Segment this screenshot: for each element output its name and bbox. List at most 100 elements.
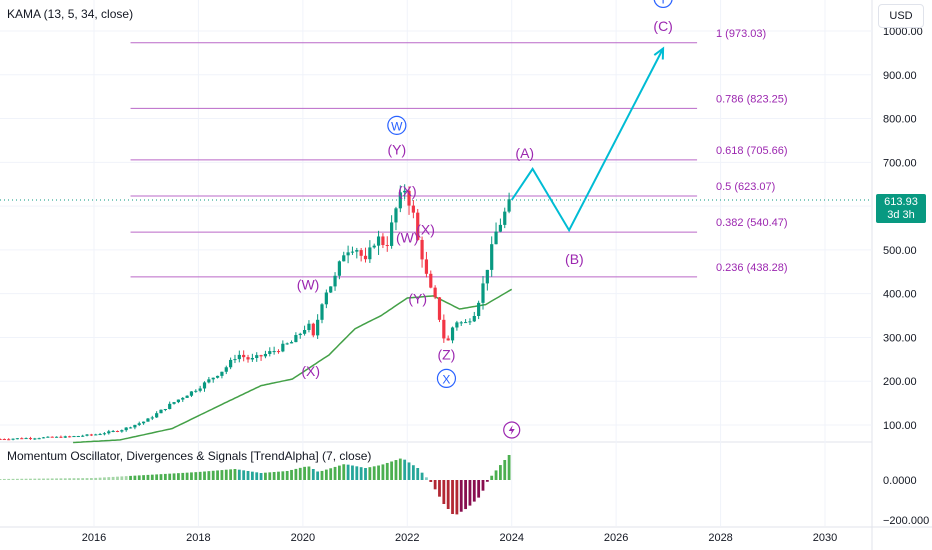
candle: [207, 376, 211, 384]
momentum-bar: [146, 474, 150, 480]
elliott-wave-labels[interactable]: W(Y)(X)(X)(W)(W)(Y)(X)(Z)X(A)(B)(C)Y: [297, 0, 673, 389]
currency-button[interactable]: USD: [878, 4, 924, 28]
candle-body: [115, 430, 120, 432]
candle: [311, 322, 315, 338]
candle: [437, 297, 442, 323]
candle-body: [272, 351, 276, 353]
candle: [172, 401, 176, 405]
momentum-bar: [324, 469, 328, 480]
candle-body: [250, 358, 254, 360]
momentum-bar: [320, 470, 324, 480]
candle: [163, 408, 167, 412]
momentum-bar: [159, 474, 163, 480]
price-tick-label: 800.00: [883, 114, 917, 126]
price-tick-label: 900.00: [883, 70, 917, 82]
momentum-bar: [464, 480, 467, 510]
momentum-bar: [246, 471, 250, 480]
candle: [242, 350, 246, 362]
candle: [450, 326, 455, 344]
momentum-bar: [433, 480, 437, 490]
momentum-bar: [89, 478, 93, 480]
candle: [194, 389, 198, 393]
candle: [403, 184, 407, 200]
candle-body: [72, 436, 76, 438]
candle-body: [85, 434, 89, 436]
wave-label-major[interactable]: X: [436, 368, 457, 389]
candle: [442, 314, 446, 343]
wave-label-text: (W): [297, 276, 320, 292]
candle-body: [233, 359, 237, 361]
candle: [198, 385, 202, 393]
candle: [120, 429, 124, 433]
candle-body: [2, 439, 6, 441]
momentum-bar: [416, 468, 420, 480]
candle-body: [385, 245, 389, 247]
momentum-bar: [255, 472, 259, 480]
wave-label[interactable]: (Y): [408, 291, 427, 307]
candle-body: [446, 338, 450, 341]
candle-body: [477, 302, 481, 317]
wave-label[interactable]: (X): [398, 183, 417, 199]
candle: [20, 437, 24, 440]
candle: [94, 433, 98, 436]
fibonacci-levels[interactable]: 0.236 (438.28) 0.382 (540.47) 0.5 (623.07)…: [130, 28, 788, 278]
candle: [446, 335, 450, 341]
candle: [102, 432, 107, 436]
candle: [7, 438, 11, 441]
candle-body: [168, 403, 172, 410]
momentum-bar: [307, 466, 311, 480]
candle-body: [181, 397, 185, 400]
candle: [281, 340, 285, 353]
candle-body: [355, 250, 359, 252]
wave-label-circle: [436, 368, 457, 389]
candle-body: [472, 316, 476, 322]
wave-projection[interactable]: [510, 46, 665, 233]
candle-body: [137, 423, 141, 425]
projection-polyline[interactable]: [510, 48, 664, 233]
candle: [498, 218, 502, 233]
candle-body: [189, 391, 194, 396]
lightning-icon[interactable]: [503, 421, 521, 439]
candle: [276, 349, 281, 354]
candle: [24, 437, 28, 440]
momentum-bar: [194, 472, 198, 480]
momentum-bar: [277, 471, 280, 480]
wave-label-major[interactable]: W: [387, 115, 407, 135]
wave-label[interactable]: (W): [297, 276, 320, 292]
momentum-bar: [359, 467, 363, 480]
momentum-bar: [285, 471, 289, 480]
momentum-bar: [485, 480, 489, 482]
wave-label[interactable]: (X): [301, 363, 320, 379]
candle-body: [333, 275, 337, 287]
candle-body: [46, 436, 50, 438]
momentum-bar: [294, 468, 298, 480]
wave-label[interactable]: (C): [653, 18, 672, 34]
candle-body: [198, 388, 202, 391]
wave-label-circle: [653, 0, 673, 9]
wave-label[interactable]: (B): [565, 251, 584, 267]
wave-label[interactable]: (W): [396, 229, 419, 245]
candle: [289, 340, 294, 344]
candle-body: [498, 224, 502, 232]
wave-label[interactable]: (Z): [437, 346, 455, 362]
candle-body: [37, 438, 41, 440]
wave-label[interactable]: (Y): [388, 141, 407, 157]
candle-body: [15, 438, 20, 440]
wave-label-major[interactable]: Y: [653, 0, 673, 9]
wave-label[interactable]: (A): [515, 145, 534, 161]
momentum-bar: [211, 470, 215, 480]
candle: [420, 236, 424, 268]
candle-body: [28, 438, 33, 440]
wave-label-text: (Z): [437, 346, 455, 362]
candle: [15, 438, 20, 440]
last-price-value: 613.93: [884, 195, 918, 208]
candle: [455, 320, 459, 331]
momentum-bar: [233, 469, 237, 480]
momentum-bar: [420, 472, 424, 480]
wave-label[interactable]: (X): [416, 222, 435, 238]
candle: [202, 381, 207, 392]
candle-body: [494, 231, 498, 245]
candle: [346, 245, 350, 264]
candle-body: [324, 292, 328, 305]
